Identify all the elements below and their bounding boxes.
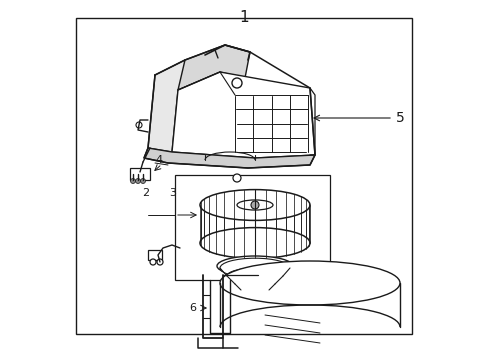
Ellipse shape: [237, 200, 273, 210]
Ellipse shape: [200, 228, 310, 258]
Ellipse shape: [220, 258, 290, 278]
Polygon shape: [172, 72, 315, 158]
Circle shape: [232, 78, 242, 88]
Bar: [76, 18, 412, 334]
Ellipse shape: [200, 190, 310, 220]
Ellipse shape: [220, 261, 400, 305]
Polygon shape: [148, 60, 190, 152]
Circle shape: [130, 179, 136, 184]
Ellipse shape: [235, 278, 275, 289]
Circle shape: [233, 174, 241, 182]
Bar: [130, 168, 150, 180]
Text: 5: 5: [396, 111, 405, 125]
Bar: [148, 250, 162, 260]
Text: 1: 1: [239, 10, 249, 25]
Text: 6: 6: [189, 303, 196, 313]
Circle shape: [150, 259, 156, 265]
Polygon shape: [144, 148, 315, 168]
Circle shape: [251, 201, 259, 209]
Circle shape: [136, 122, 142, 128]
Ellipse shape: [227, 268, 283, 284]
Ellipse shape: [217, 256, 293, 276]
Ellipse shape: [241, 286, 269, 294]
Circle shape: [141, 179, 146, 184]
Circle shape: [157, 259, 163, 265]
Text: 2: 2: [142, 188, 149, 198]
Circle shape: [136, 179, 141, 184]
Polygon shape: [178, 45, 250, 90]
Text: 3: 3: [169, 188, 176, 198]
Bar: [175, 175, 330, 280]
Text: 4: 4: [155, 155, 162, 165]
